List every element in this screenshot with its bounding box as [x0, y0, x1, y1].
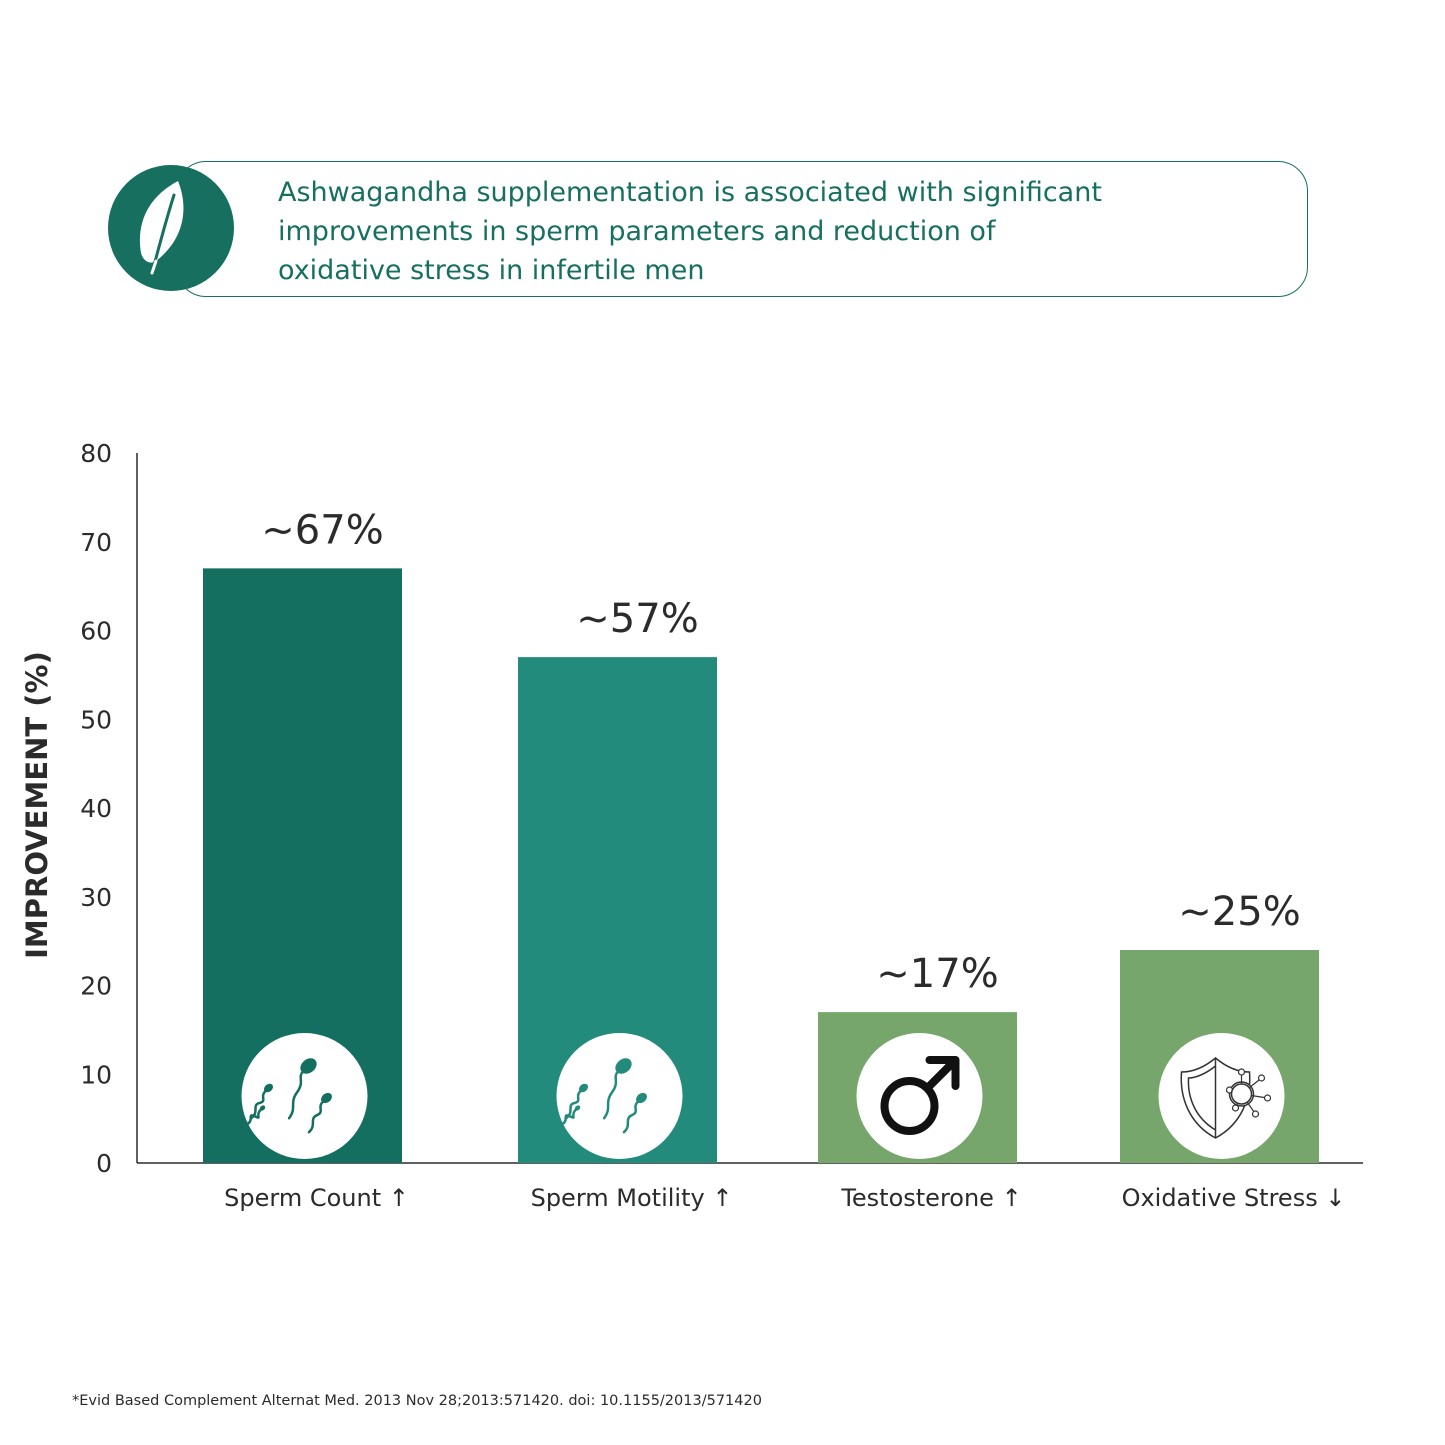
- sperm-tail: [602, 1070, 620, 1120]
- sperm-tail: [250, 1089, 267, 1120]
- male-symbol-shaft: [923, 1060, 956, 1092]
- sperm-head: [636, 1092, 647, 1104]
- male-symbol-circle: [880, 1077, 939, 1135]
- x-tick-label: Sperm Motility ↑: [531, 1184, 733, 1212]
- bar-icon-circle: [556, 1033, 683, 1159]
- banner-line: oxidative stress in infertile men: [278, 255, 705, 286]
- sperm-tail: [565, 1089, 582, 1120]
- bar-icon-circle: [856, 1033, 983, 1159]
- virus-spike-tip: [1263, 1094, 1272, 1102]
- sperm-head: [615, 1058, 632, 1074]
- y-tick-label: 50: [80, 705, 112, 734]
- virus-body: [1230, 1083, 1253, 1105]
- sperm-tail: [287, 1070, 305, 1120]
- data-label: ~25%: [1178, 889, 1300, 935]
- male-symbol-arrow: [925, 1056, 960, 1090]
- footnote: *Evid Based Complement Alternat Med. 201…: [72, 1393, 762, 1409]
- data-label: ~67%: [261, 507, 383, 553]
- y-tick-label: 10: [80, 1060, 112, 1089]
- data-label: ~17%: [876, 951, 998, 997]
- sperm-icon: [241, 1033, 368, 1159]
- shield-virus-icon: [1158, 1033, 1285, 1159]
- virus-spike-tip: [1251, 1110, 1260, 1118]
- leaf-icon: [108, 165, 234, 291]
- y-tick-label: 20: [80, 972, 112, 1001]
- virus-spike-tip: [1237, 1068, 1246, 1076]
- x-tick-label: Sperm Count ↑: [224, 1184, 409, 1212]
- data-label: ~57%: [576, 596, 698, 642]
- y-tick-label: 0: [96, 1149, 112, 1178]
- bar-icon-circle: [1158, 1033, 1285, 1159]
- y-tick-label: 30: [80, 883, 112, 912]
- y-axis-label: IMPROVEMENT (%): [20, 651, 54, 959]
- banner-line: Ashwagandha supplementation is associate…: [278, 177, 1102, 208]
- sperm-tail: [560, 1108, 577, 1126]
- bar-icon-circle: [241, 1033, 368, 1159]
- y-tick-label: 80: [80, 439, 112, 468]
- sperm-tail: [622, 1100, 640, 1134]
- sperm-head: [300, 1058, 317, 1074]
- male-symbol-icon: [856, 1033, 983, 1159]
- sperm-head: [321, 1092, 332, 1104]
- sperm-icon: [556, 1033, 683, 1159]
- shield-inner: [1187, 1065, 1216, 1131]
- virus-spike-tip: [1257, 1074, 1266, 1082]
- sperm-tail: [245, 1108, 262, 1126]
- banner-text: Ashwagandha supplementation is associate…: [278, 173, 1288, 290]
- x-tick-label: Oxidative Stress ↓: [1122, 1184, 1346, 1212]
- y-tick-label: 70: [80, 528, 112, 557]
- x-tick-label: Testosterone ↑: [840, 1184, 1021, 1212]
- banner-line: improvements in sperm parameters and red…: [278, 216, 996, 247]
- virus-spike-tip: [1231, 1104, 1240, 1112]
- sperm-tail: [307, 1100, 325, 1134]
- y-tick-label: 60: [80, 617, 112, 646]
- y-tick-label: 40: [80, 794, 112, 823]
